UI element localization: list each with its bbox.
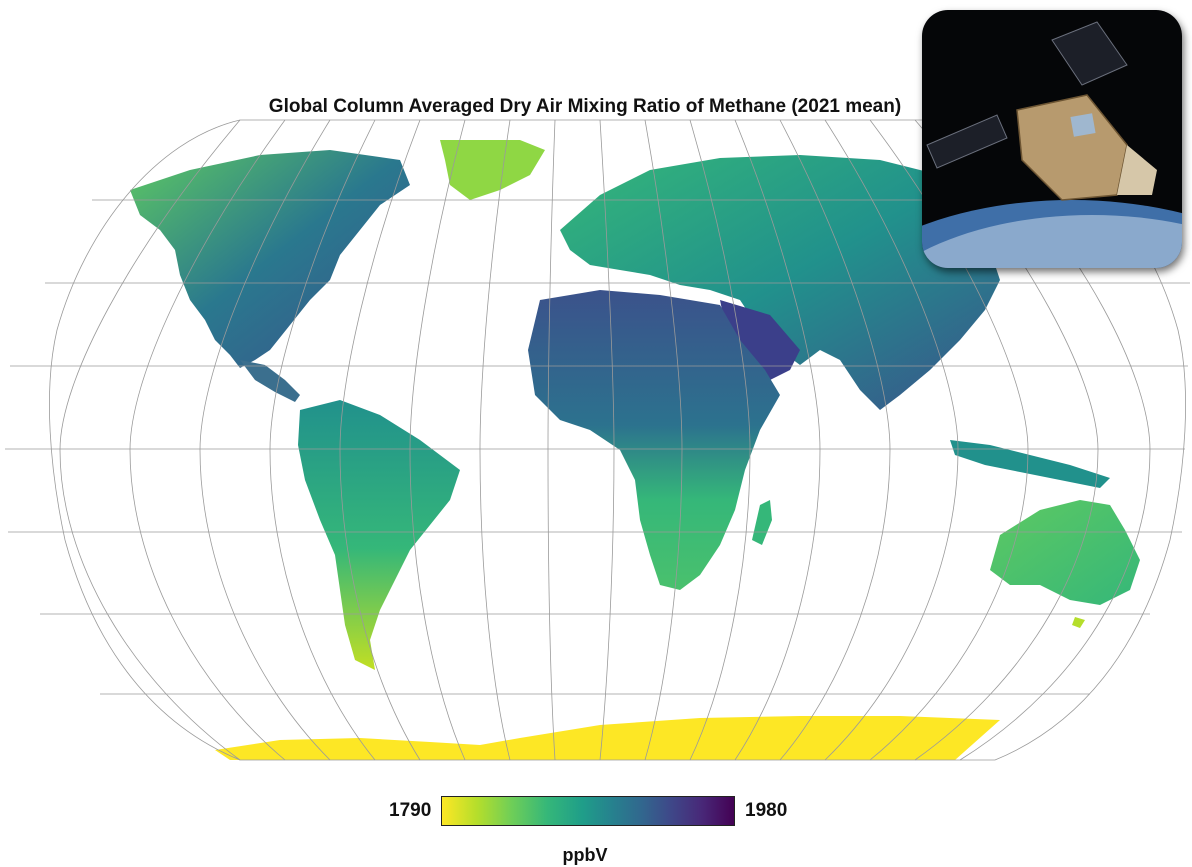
solar-panel-top (1051, 21, 1128, 86)
landmass-africa (528, 290, 780, 590)
landmass-madagascar (752, 500, 772, 545)
meridian (734, 119, 821, 761)
instrument-box (1070, 113, 1096, 137)
colorbar-unit: ppbV (562, 845, 608, 865)
meridian (339, 119, 421, 761)
solar-panel-left (926, 114, 1008, 169)
earth-clouds (922, 215, 1182, 268)
satellite-inset-image (922, 10, 1182, 268)
graticule (5, 119, 1190, 761)
meridian (599, 119, 615, 761)
meridian (824, 119, 959, 761)
meridian (269, 119, 376, 761)
map-boundary (49, 119, 1186, 761)
world-map (5, 119, 1190, 761)
meridian (479, 119, 511, 761)
landmass-new-zealand (1072, 617, 1085, 628)
landmass-antarctica (215, 716, 1000, 760)
meridian (689, 119, 751, 761)
meridian (779, 119, 891, 761)
landmass-southeast-asia (950, 440, 1110, 488)
colorbar-min-label: 1790 (389, 800, 432, 821)
satellite-illustration (922, 10, 1182, 268)
meridian (644, 119, 683, 761)
landmasses (130, 140, 1140, 760)
colorbar (441, 796, 735, 826)
meridian (547, 119, 556, 761)
map-title: Global Column Averaged Dry Air Mixing Ra… (268, 96, 902, 117)
meridian (129, 119, 286, 761)
colorbar-max-label: 1980 (745, 800, 788, 821)
landmass-greenland (440, 140, 545, 200)
landmass-australia (990, 500, 1140, 605)
meridian (59, 119, 241, 761)
landmass-south-america (298, 400, 460, 670)
landmass-central-america (240, 360, 300, 402)
landmass-eurasia (560, 155, 1000, 410)
landmass-north-america (130, 150, 410, 368)
meridian (409, 119, 466, 761)
meridian (199, 119, 331, 761)
satellite-shade (1117, 145, 1157, 195)
